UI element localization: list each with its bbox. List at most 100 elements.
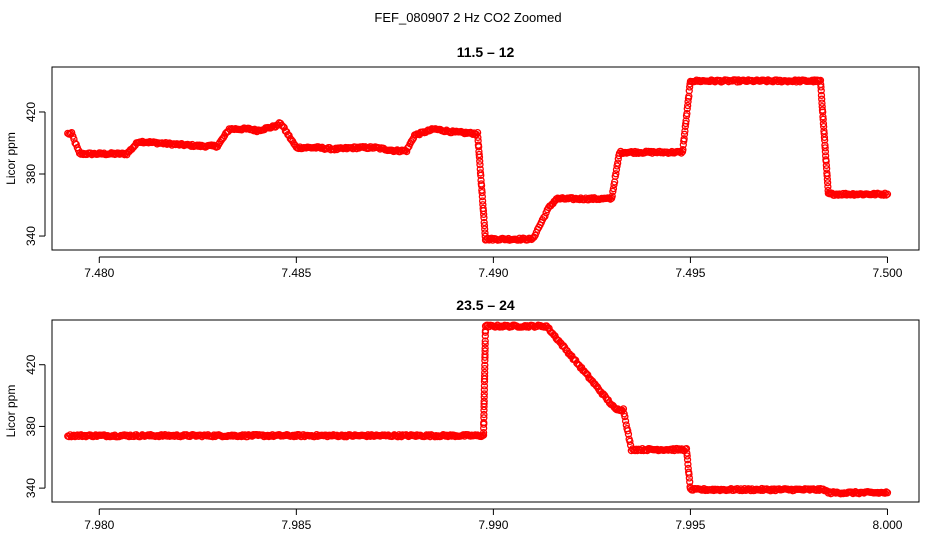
data-point (883, 190, 892, 198)
data-point (682, 119, 690, 128)
y-tick-label: 380 (24, 164, 38, 184)
data-point (683, 104, 691, 113)
x-tick-label: 7.985 (281, 518, 311, 532)
data-point (608, 192, 616, 200)
data-point (481, 364, 489, 373)
data-point (480, 221, 489, 230)
data-point (480, 372, 489, 380)
data-point (330, 146, 339, 154)
data-point (823, 175, 832, 183)
panel-1: 11.5 – 12 Licor ppm 7.480 7.485 7.490 7.495 7.… (4, 44, 920, 280)
data-point (480, 218, 488, 227)
data-point (685, 470, 693, 478)
data-point (474, 133, 482, 142)
data-point (480, 382, 489, 390)
data-point (481, 229, 489, 237)
data-point (478, 197, 487, 205)
data-point (822, 165, 831, 173)
data-point (475, 143, 483, 151)
data-point (477, 171, 485, 180)
data-point (480, 214, 488, 222)
data-point (683, 456, 692, 464)
data-point (685, 474, 693, 482)
data-point (820, 122, 828, 131)
data-point (613, 162, 621, 170)
data-point (609, 187, 617, 196)
data-point (609, 184, 618, 193)
data-point (624, 430, 633, 438)
data-point (817, 87, 825, 95)
data-point (612, 170, 620, 178)
figure-title: FEF_080907 2 Hz CO2 Zoomed (374, 10, 561, 25)
data-point (481, 344, 489, 352)
data-point (68, 128, 76, 137)
data-point (619, 405, 628, 413)
x-tick-label: 7.495 (675, 266, 705, 280)
data-point (475, 150, 483, 159)
panel-2: 23.5 – 24 Licor ppm 7.980 7.985 7.990 7.995 8.… (4, 297, 920, 532)
y-tick-label: 340 (24, 226, 38, 246)
data-point (480, 418, 488, 427)
data-point (481, 340, 489, 348)
data-point (824, 182, 832, 191)
data-point (480, 390, 488, 398)
data-point (541, 212, 549, 220)
plot-frame (51, 319, 920, 503)
data-point (476, 157, 484, 165)
data-point (481, 361, 489, 369)
data-point (476, 169, 485, 177)
data-point (679, 145, 687, 154)
x-tick-label: 7.480 (84, 266, 114, 280)
data-point (682, 117, 690, 125)
data-point (820, 129, 828, 138)
data-point (479, 431, 488, 439)
data-point (475, 153, 484, 161)
x-tick-label: 7.995 (675, 518, 705, 532)
panel-title: 23.5 – 24 (456, 297, 515, 313)
data-point (817, 91, 826, 100)
data-point (681, 127, 689, 135)
data-point (821, 136, 829, 144)
data-point (818, 95, 826, 103)
y-axis-label: Licor ppm (4, 385, 18, 438)
data-point (481, 368, 489, 377)
x-tick-label: 7.980 (84, 518, 114, 532)
x-tick-label: 7.500 (872, 266, 902, 280)
data-point (626, 441, 635, 449)
data-point (683, 109, 691, 118)
data-point (680, 135, 688, 143)
x-tick-label: 7.485 (281, 266, 311, 280)
data-point (375, 144, 383, 152)
data-point (817, 83, 825, 91)
y-tick-label: 420 (24, 354, 38, 374)
data-point (819, 113, 827, 121)
data-point (477, 182, 486, 190)
data-point (682, 444, 691, 453)
data-point (686, 478, 694, 486)
plot-frame (51, 66, 920, 251)
data-point (822, 157, 830, 165)
data-point (476, 161, 484, 169)
data-point (480, 414, 488, 422)
y-tick-label: 420 (24, 102, 38, 122)
y-tick-label: 340 (24, 478, 38, 498)
data-point (882, 191, 890, 199)
data-point (480, 210, 488, 219)
data-point (624, 427, 632, 435)
data-point (480, 393, 488, 401)
data-point (684, 460, 692, 468)
data-point (481, 347, 489, 355)
data-point (479, 207, 488, 215)
data-point (823, 179, 832, 187)
data-point (816, 76, 825, 85)
data-point (480, 400, 488, 408)
data-point (479, 428, 488, 437)
data-point (677, 149, 686, 157)
data-point (818, 99, 826, 107)
data-point (480, 386, 489, 394)
x-tick-label: 7.990 (478, 518, 508, 532)
data-point (473, 128, 482, 137)
data-point (823, 171, 831, 180)
data-point (684, 101, 692, 110)
panel-title: 11.5 – 12 (457, 44, 515, 60)
